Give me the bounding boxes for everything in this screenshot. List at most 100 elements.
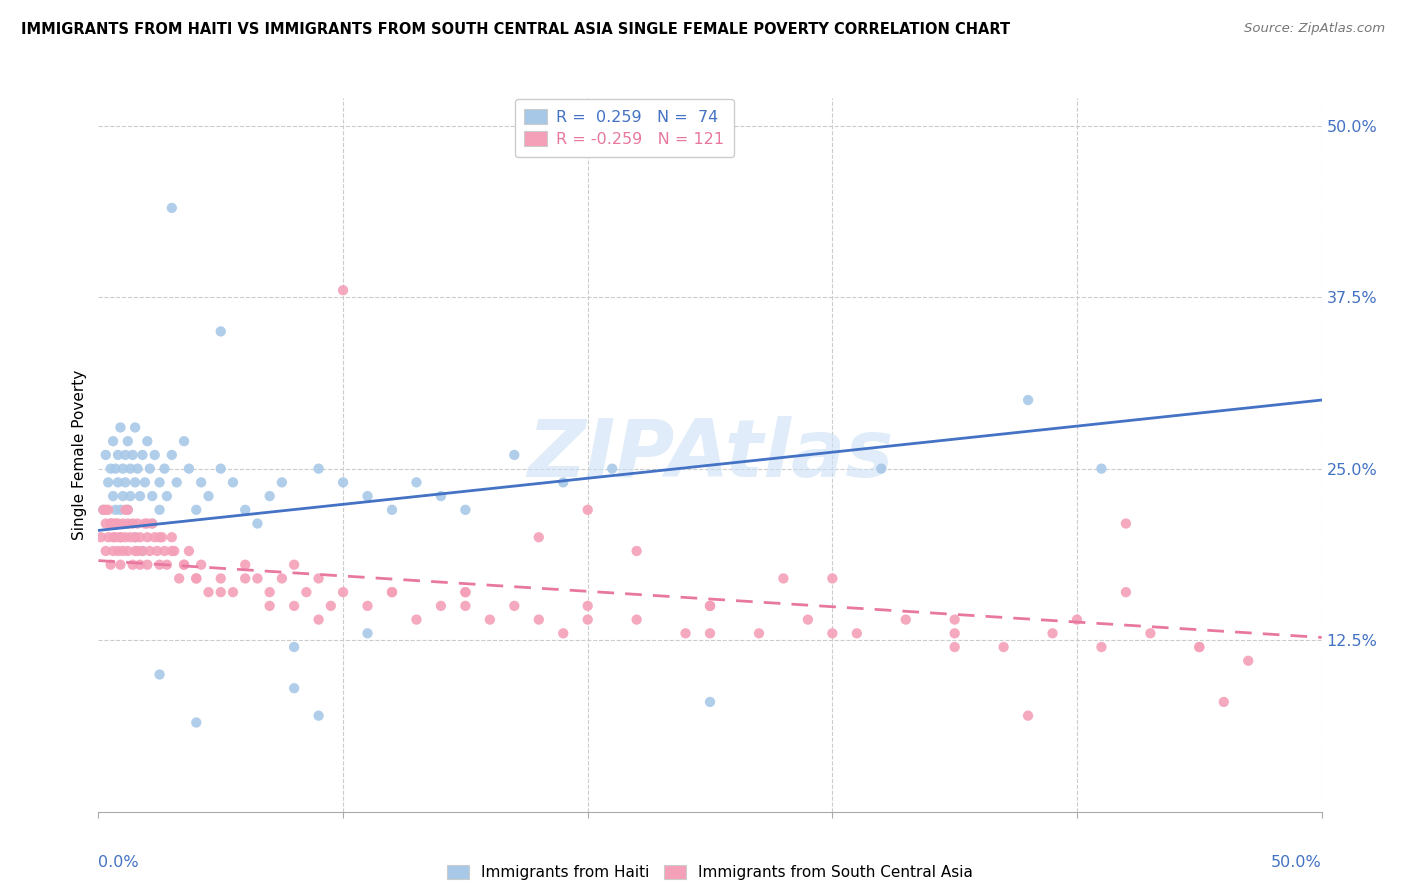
Point bbox=[1188, 640, 1211, 654]
Point bbox=[139, 461, 162, 475]
Point bbox=[104, 516, 127, 531]
Point bbox=[186, 715, 208, 730]
Point bbox=[699, 599, 721, 613]
Legend: Immigrants from Haiti, Immigrants from South Central Asia: Immigrants from Haiti, Immigrants from S… bbox=[441, 858, 979, 886]
Point bbox=[107, 448, 129, 462]
Point bbox=[160, 530, 183, 544]
Point bbox=[120, 530, 142, 544]
Point bbox=[356, 626, 378, 640]
Point bbox=[177, 544, 200, 558]
Point bbox=[233, 558, 256, 572]
Point bbox=[97, 530, 120, 544]
Point bbox=[626, 544, 648, 558]
Point bbox=[197, 489, 219, 503]
Point bbox=[121, 448, 143, 462]
Point bbox=[94, 503, 117, 517]
Point bbox=[454, 585, 477, 599]
Point bbox=[186, 503, 208, 517]
Point bbox=[173, 558, 195, 572]
Point bbox=[772, 571, 794, 585]
Point bbox=[110, 530, 132, 544]
Point bbox=[405, 613, 427, 627]
Point bbox=[111, 544, 134, 558]
Point bbox=[177, 461, 200, 475]
Point bbox=[600, 461, 623, 475]
Point bbox=[308, 571, 330, 585]
Point bbox=[1188, 640, 1211, 654]
Point bbox=[283, 599, 305, 613]
Point bbox=[131, 448, 153, 462]
Point bbox=[259, 585, 281, 599]
Point bbox=[149, 558, 172, 572]
Point bbox=[124, 530, 146, 544]
Point bbox=[117, 434, 139, 449]
Point bbox=[209, 585, 232, 599]
Point bbox=[117, 503, 139, 517]
Point bbox=[993, 640, 1015, 654]
Point bbox=[894, 613, 917, 627]
Point bbox=[91, 503, 114, 517]
Point bbox=[124, 544, 146, 558]
Point bbox=[576, 503, 599, 517]
Point bbox=[117, 516, 139, 531]
Point bbox=[943, 613, 966, 627]
Point bbox=[141, 516, 163, 531]
Point bbox=[1042, 626, 1064, 640]
Point bbox=[153, 544, 176, 558]
Point bbox=[1017, 392, 1039, 407]
Point bbox=[104, 530, 127, 544]
Point bbox=[156, 558, 179, 572]
Point bbox=[111, 516, 134, 531]
Point bbox=[114, 503, 136, 517]
Point bbox=[246, 516, 269, 531]
Point bbox=[101, 489, 124, 503]
Point bbox=[110, 558, 132, 572]
Point bbox=[101, 516, 124, 531]
Point bbox=[797, 613, 820, 627]
Point bbox=[356, 599, 378, 613]
Point bbox=[94, 516, 117, 531]
Point bbox=[209, 325, 232, 339]
Point bbox=[283, 558, 305, 572]
Point bbox=[190, 475, 212, 490]
Point bbox=[356, 489, 378, 503]
Point bbox=[173, 558, 195, 572]
Text: ZIPAtlas: ZIPAtlas bbox=[527, 416, 893, 494]
Point bbox=[503, 448, 526, 462]
Point bbox=[190, 558, 212, 572]
Point bbox=[100, 516, 122, 531]
Point bbox=[332, 475, 354, 490]
Point bbox=[121, 558, 143, 572]
Point bbox=[943, 626, 966, 640]
Point bbox=[748, 626, 770, 640]
Point bbox=[699, 695, 721, 709]
Point bbox=[1212, 695, 1234, 709]
Point bbox=[186, 571, 208, 585]
Point bbox=[454, 585, 477, 599]
Point bbox=[90, 530, 112, 544]
Point bbox=[233, 571, 256, 585]
Point bbox=[94, 448, 117, 462]
Point bbox=[120, 489, 142, 503]
Point bbox=[675, 626, 697, 640]
Point bbox=[1066, 613, 1088, 627]
Point bbox=[160, 448, 183, 462]
Point bbox=[626, 613, 648, 627]
Point bbox=[111, 489, 134, 503]
Point bbox=[134, 516, 156, 531]
Point bbox=[1139, 626, 1161, 640]
Point bbox=[160, 201, 183, 215]
Point bbox=[308, 613, 330, 627]
Point bbox=[478, 613, 501, 627]
Point bbox=[270, 475, 294, 490]
Point bbox=[110, 420, 132, 434]
Point bbox=[222, 585, 245, 599]
Point bbox=[149, 530, 172, 544]
Point bbox=[246, 571, 269, 585]
Point bbox=[134, 475, 156, 490]
Point bbox=[503, 599, 526, 613]
Point bbox=[233, 503, 256, 517]
Point bbox=[100, 558, 122, 572]
Point bbox=[332, 585, 354, 599]
Point bbox=[527, 530, 550, 544]
